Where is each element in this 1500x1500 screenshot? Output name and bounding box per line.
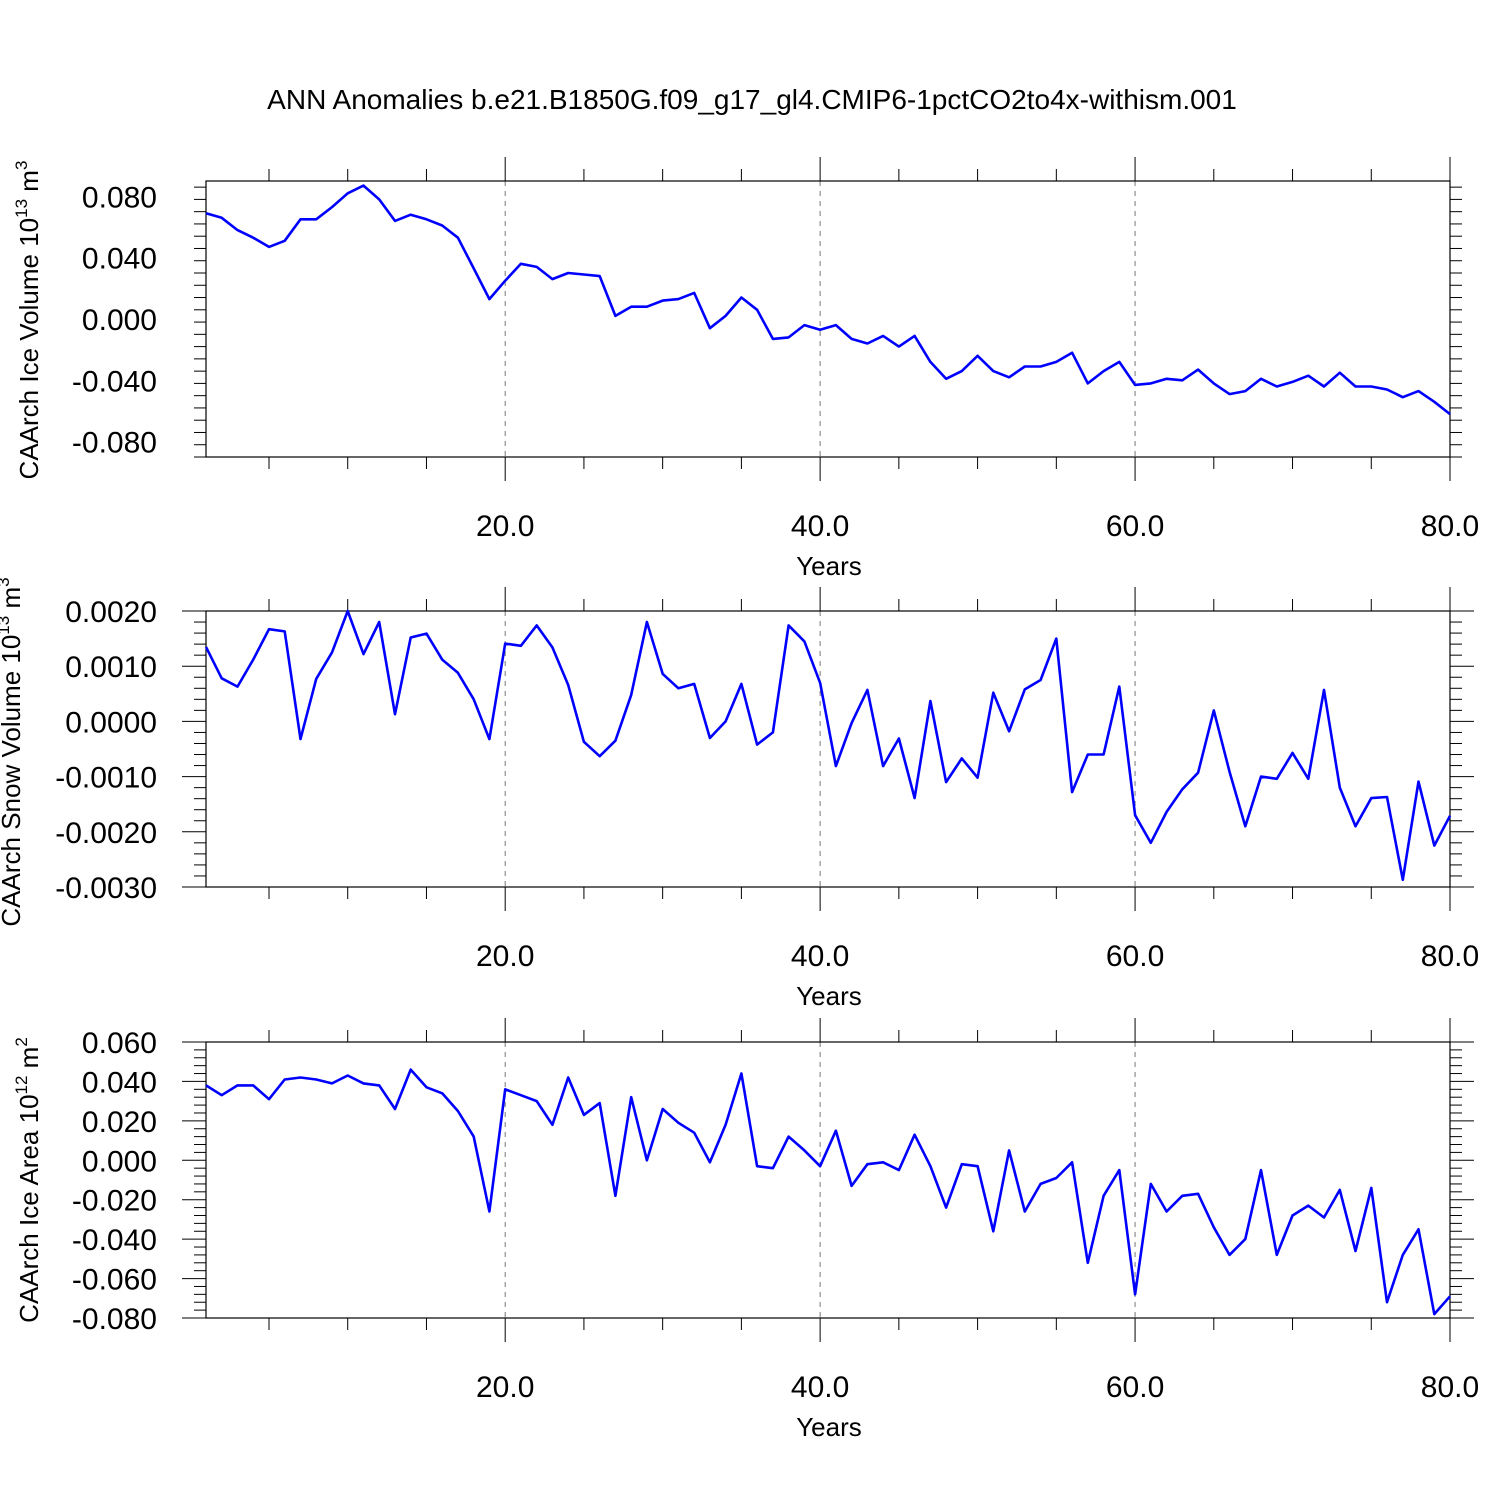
snow-volume-x-tick-label: 40.0: [791, 940, 849, 973]
ice-area-x-tick-label: 20.0: [476, 1371, 534, 1404]
page-title: ANN Anomalies b.e21.B1850G.f09_g17_gl4.C…: [267, 84, 1237, 115]
ice-volume-plot-frame: [205, 180, 1451, 458]
snow-volume-x-tick-label: 60.0: [1106, 940, 1164, 973]
ice-area-ylabel-text: CAArch Ice Area 10: [14, 1094, 44, 1322]
ice-volume-ylabel: CAArch Ice Volume 1013 m3: [12, 161, 44, 480]
snow-volume-x-tick-label: 80.0: [1421, 940, 1479, 973]
ice-area-ylabel-exp: 12: [12, 1076, 31, 1095]
ice-volume-ylabel-exp: 13: [12, 199, 31, 218]
ice-volume-series-line: [205, 184, 1451, 416]
panel-ice-area: CAArch Ice Area 1012 m2 Years 20.0 40.0 60…: [12, 1018, 1479, 1442]
ice-volume-y-tick-label: 0.080: [82, 181, 157, 214]
panel-snow-volume: CAArch Snow Volume 1013 m3 Years 20.0 40.…: [0, 577, 1479, 1011]
ice-volume-y-tick-label: 0.040: [82, 243, 157, 276]
panel-ice-volume: CAArch Ice Volume 1013 m3 Years 20.0 40.0…: [12, 157, 1479, 581]
ice-volume-ylabel-unit-exp: 3: [12, 161, 31, 170]
svg-text:CAArch Ice Area 1012 m2: CAArch Ice Area 1012 m2: [12, 1037, 44, 1323]
snow-volume-ylabel-unit-exp: 3: [0, 577, 13, 586]
svg-text:CAArch Snow Volume 1013 m3: CAArch Snow Volume 1013 m3: [0, 577, 26, 926]
snow-volume-y-tick-label: 0.0000: [65, 706, 157, 739]
ice-area-ylabel-unit-exp: 2: [12, 1037, 31, 1046]
ice-volume-xlabel: Years: [796, 551, 862, 581]
ice-volume-ylabel-text: CAArch Ice Volume 10: [14, 218, 44, 480]
ice-area-x-tick-label: 40.0: [791, 1371, 849, 1404]
ice-area-ylabel: CAArch Ice Area 1012 m2: [12, 1037, 44, 1323]
ice-area-series-line: [205, 1068, 1451, 1316]
ice-area-x-tick-label: 60.0: [1106, 1371, 1164, 1404]
ice-area-y-tick-label: 0.000: [82, 1145, 157, 1178]
ice-area-y-tick-label: 0.040: [82, 1066, 157, 1099]
ice-volume-ylabel-unit: m: [14, 170, 44, 192]
ice-area-x-tick-label: 80.0: [1421, 1371, 1479, 1404]
ice-area-y-tick-label: -0.020: [72, 1185, 157, 1218]
ice-volume-x-tick-label: 60.0: [1106, 510, 1164, 543]
svg-text:CAArch Ice Volume 1013 m3: CAArch Ice Volume 1013 m3: [12, 161, 44, 480]
snow-volume-y-tick-label: 0.0010: [65, 651, 157, 684]
snow-volume-ylabel: CAArch Snow Volume 1013 m3: [0, 577, 26, 926]
snow-volume-y-tick-label: 0.0020: [65, 596, 157, 629]
ice-volume-y-tick-label: -0.080: [72, 427, 157, 460]
ice-area-y-tick-label: 0.060: [82, 1027, 157, 1060]
ice-area-ylabel-unit: m: [14, 1047, 44, 1069]
ice-area-y-tick-label: -0.060: [72, 1264, 157, 1297]
ice-area-xlabel: Years: [796, 1412, 862, 1442]
snow-volume-x-tick-label: 20.0: [476, 940, 534, 973]
snow-volume-plot-frame: [205, 610, 1451, 888]
ice-volume-y-tick-label: -0.040: [72, 365, 157, 398]
snow-volume-y-tick-label: -0.0010: [55, 762, 157, 795]
ice-volume-x-tick-label: 80.0: [1421, 510, 1479, 543]
ice-area-y-tick-label: -0.080: [72, 1303, 157, 1336]
snow-volume-series-line: [204, 609, 1452, 882]
ice-volume-y-tick-label: 0.000: [82, 304, 157, 337]
ice-area-plot-frame: [205, 1041, 1451, 1319]
ice-area-y-tick-label: -0.040: [72, 1224, 157, 1257]
snow-volume-xlabel: Years: [796, 981, 862, 1011]
snow-volume-y-tick-label: -0.0020: [55, 817, 157, 850]
snow-volume-y-tick-label: -0.0030: [55, 872, 157, 905]
ice-volume-x-tick-label: 40.0: [791, 510, 849, 543]
snow-volume-ylabel-exp: 13: [0, 616, 13, 635]
ice-area-y-tick-label: 0.020: [82, 1106, 157, 1139]
snow-volume-ylabel-text: CAArch Snow Volume 10: [0, 635, 26, 927]
snow-volume-ylabel-unit: m: [0, 587, 26, 609]
ice-volume-x-tick-label: 20.0: [476, 510, 534, 543]
